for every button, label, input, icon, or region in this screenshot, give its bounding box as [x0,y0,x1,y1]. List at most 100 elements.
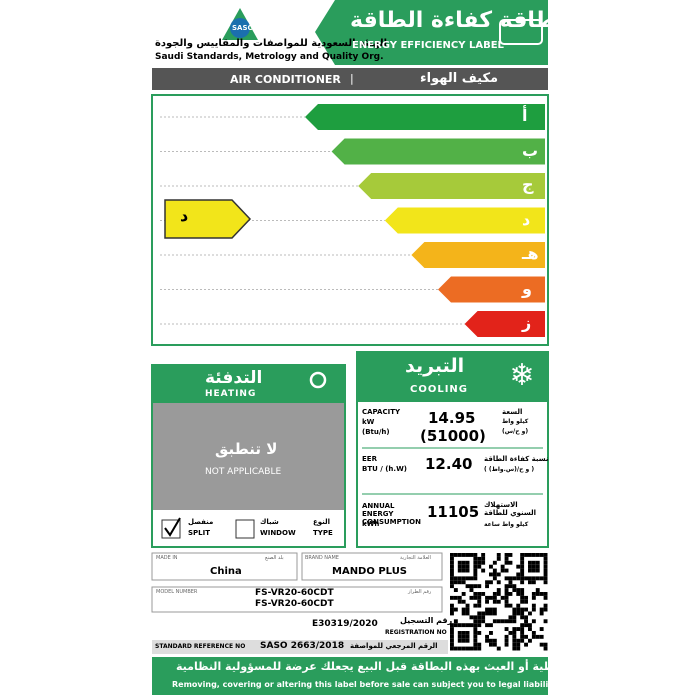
capacity-value: 14.95 [428,409,476,427]
qr-module [543,572,548,577]
class-arrow [411,242,545,268]
qr-module [520,607,525,612]
label-en: ENERGY EFFICIENCY LABEL [352,40,504,51]
qr-module [485,623,489,628]
qr-module [508,603,513,608]
qr-module [457,564,462,569]
qr-module [461,568,466,573]
qr-module [520,580,525,585]
qr-module [450,642,454,647]
qr-module [481,560,486,565]
qr-module [535,576,540,581]
qr-module [450,560,454,565]
qr-module [457,634,462,639]
qr-module [496,580,501,585]
qr-module [516,564,521,569]
qr-module [465,564,470,569]
qr-module [504,595,509,600]
eer-ar: نسبة كفاءة الطاقة [484,455,549,463]
option-en: WINDOW [260,529,296,537]
org-ar: الهيئة السعودية للمواصفات والمقاييس والج… [155,38,388,49]
qr-module [520,627,525,631]
qr-module [465,631,470,635]
qr-module [539,576,544,581]
eer-value: 12.40 [425,455,473,473]
option-ar: شباك [260,518,279,526]
qr-module [535,553,540,557]
qr-module [477,631,482,635]
qr-module [508,615,513,620]
qr-module [496,599,501,604]
qr-module [535,592,540,596]
qr-module [485,607,489,612]
qr-module [457,599,462,604]
cooling-frame [356,351,549,548]
qr-module [492,595,497,600]
qr-module [461,634,466,639]
qr-module [461,623,466,628]
qr-module [465,611,470,616]
qr-module [461,592,466,596]
qr-module [457,623,462,628]
qr-module [492,642,497,647]
qr-module [489,607,493,612]
qr-module [508,576,513,581]
qr-module [543,595,548,600]
model-value: FS-VR20-60CDT [255,599,334,609]
qr-module [453,576,458,581]
qr-module [481,592,486,596]
na-ar: لا تنطبق [215,440,278,458]
qr-module [512,619,517,624]
na-en: NOT APPLICABLE [205,467,282,477]
qr-module [465,623,470,628]
qr-module [457,568,462,573]
checkbox [235,519,255,539]
qr-module [508,592,513,596]
heating-body [152,403,345,510]
brand-en: BRAND NAME [305,555,339,561]
heating-title-ar: التدفئة [205,368,263,388]
qr-module [457,560,462,565]
qr-module [512,631,517,635]
qr-module [539,634,544,639]
class-letter: ز [522,313,532,332]
type-en: TYPE [313,529,333,537]
qr-module [508,553,513,557]
qr-module [465,576,470,581]
logo-circle [230,18,250,38]
qr-module [492,611,497,616]
class-arrow [384,207,545,234]
qr-module [492,592,497,596]
header-band [315,0,548,65]
qr-module [450,603,454,608]
qr-module [531,634,536,639]
qr-module [481,568,486,573]
qr-module [504,638,509,643]
product-en: AIR CONDITIONER [230,73,341,86]
qr-module [450,576,454,581]
logo-text: SASO [232,24,254,32]
qr-module [504,619,509,624]
qr-module [520,615,525,620]
qr-module [453,553,458,557]
qr-module [500,619,505,624]
qr-module [450,553,454,557]
qr-module [481,553,486,557]
qr-module [504,642,509,647]
qr-module [492,599,497,604]
qr-module [524,599,528,604]
qr-module [457,580,462,585]
qr-module [477,556,482,561]
capacity-ar: السعة [502,408,523,416]
qr-module [531,564,536,569]
made-in-value: China [210,566,242,577]
qr-module [453,623,458,628]
qr-module [477,619,482,624]
qr-module [504,603,509,608]
registration-ar: رقم التسجيل [400,616,453,625]
qr-module [508,631,513,635]
qr-module [535,560,540,565]
qr-module [516,627,521,631]
footer-band [152,657,548,695]
qr-module [543,576,548,581]
